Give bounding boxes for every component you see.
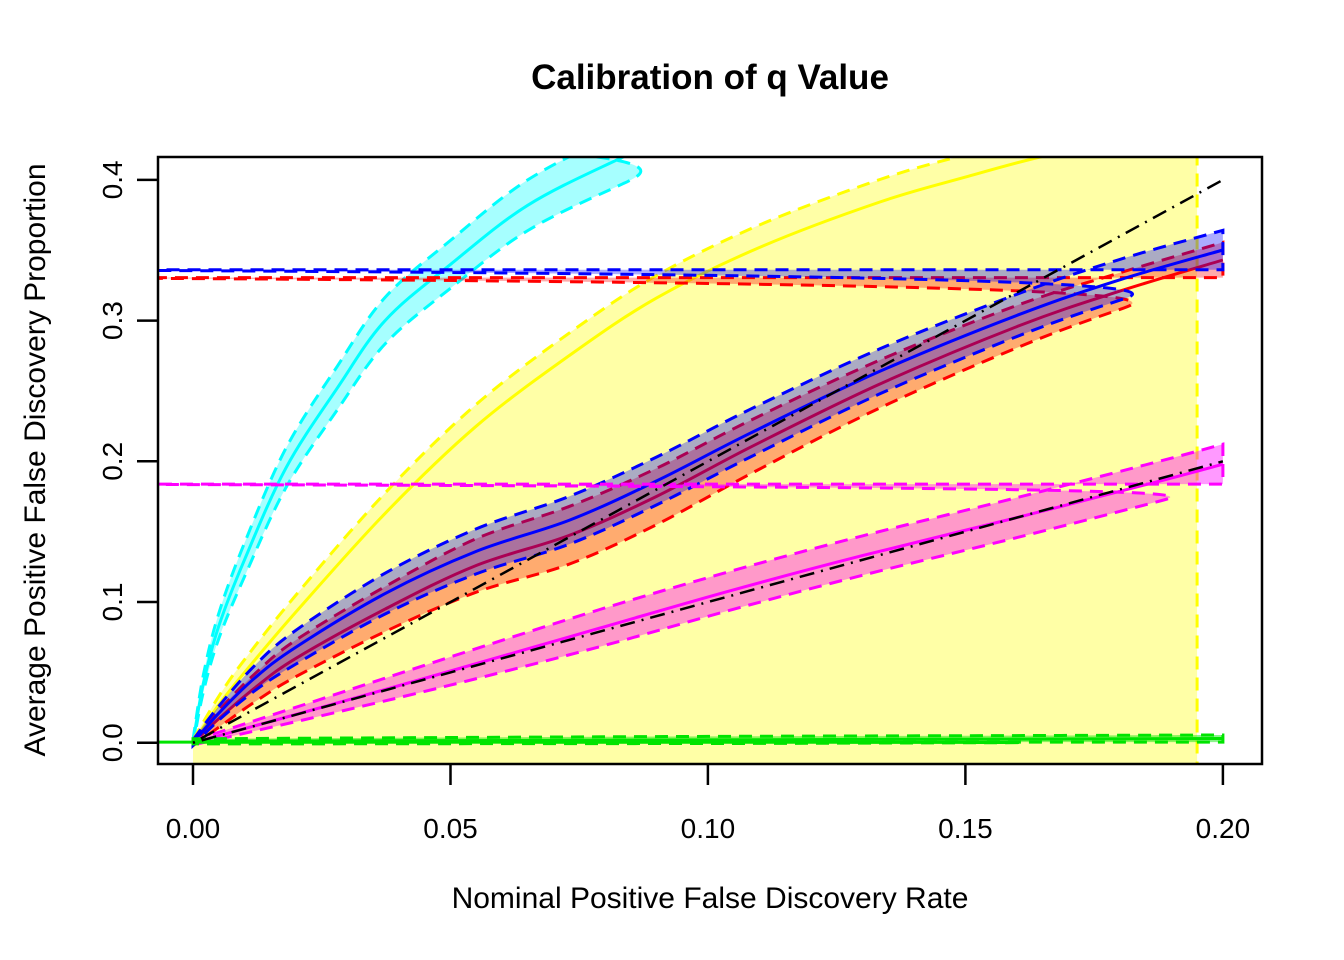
yellow-band-center-line (191, 157, 1047, 744)
green-band-center-line (192, 737, 1223, 743)
two-x-reference-line (192, 178, 1224, 744)
magenta-band-fill (158, 444, 1223, 745)
y-tick-label: 0.1 (97, 583, 128, 622)
x-tick-label: 0.00 (166, 813, 221, 844)
y-tick-label: 0.2 (97, 442, 128, 481)
cyan-band-fill (193, 157, 641, 746)
y-tick-label: 0.3 (97, 301, 128, 340)
identity-reference-line (192, 460, 1224, 745)
magenta-band-edge (158, 442, 1225, 747)
blue-band-center-line (191, 248, 1224, 744)
x-tick-label: 0.10 (681, 813, 736, 844)
blue-band-fill (158, 230, 1223, 746)
cyan-band-edge (191, 157, 643, 746)
x-tick-label: 0.20 (1196, 813, 1251, 844)
x-axis-label: Nominal Positive False Discovery Rate (451, 882, 969, 915)
y-axis-label: Average Positive False Discovery Proport… (19, 163, 52, 757)
red-band-edge (158, 240, 1225, 749)
green-band-edge (158, 733, 1225, 746)
x-tick-label: 0.15 (938, 813, 993, 844)
blue-band-edge (158, 228, 1225, 750)
y-tick-label: 0.0 (97, 723, 128, 762)
x-tick-label: 0.05 (423, 813, 478, 844)
y-tick-label: 0.4 (97, 160, 128, 199)
cyan-band-center-line (191, 157, 627, 744)
red-band-center-line (191, 258, 1224, 744)
red-band-fill (158, 242, 1223, 746)
chart-title: Calibration of q Value (531, 58, 889, 97)
